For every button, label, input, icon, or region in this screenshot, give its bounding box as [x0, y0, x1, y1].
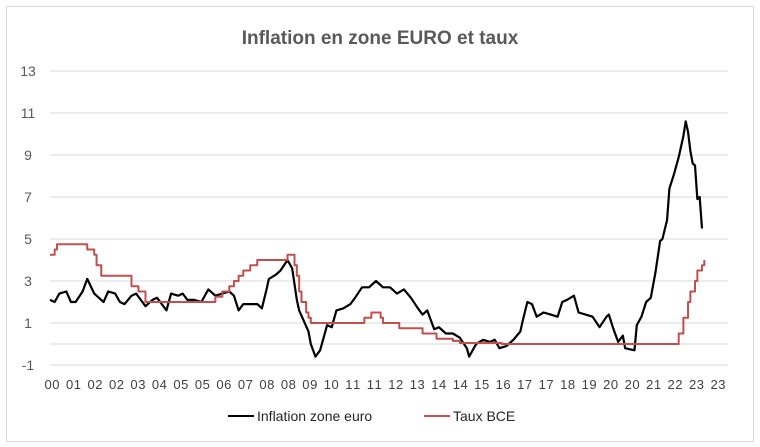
legend-label-inflation: Inflation zone euro [257, 408, 373, 424]
legend-swatch-taux [424, 415, 450, 417]
x-tick-label: 15 [474, 377, 489, 392]
x-tick-label: 12 [388, 377, 403, 392]
x-tick-label: 16 [496, 377, 511, 392]
x-tick-label: 20 [603, 377, 618, 392]
x-tick-label: 04 [152, 377, 167, 392]
x-tick-label: 11 [367, 377, 382, 392]
x-tick-label: 23 [689, 377, 704, 392]
x-tick-label: 01 [66, 377, 81, 392]
x-tick-label: 02 [109, 377, 124, 392]
legend-label-taux: Taux BCE [453, 408, 516, 424]
x-tick-label: 13 [410, 377, 425, 392]
y-tick-label: 13 [20, 63, 36, 79]
x-tick-label: 09 [302, 377, 317, 392]
y-tick-label: 11 [21, 105, 36, 121]
series-line-taux [50, 243, 706, 345]
x-tick-label: 19 [582, 377, 597, 392]
legend-item-taux: Taux BCE [424, 408, 515, 424]
x-tick-label: 08 [281, 377, 296, 392]
x-tick-label: 03 [130, 377, 145, 392]
y-tick-label: -1 [22, 357, 35, 373]
x-tick-label: 10 [324, 377, 339, 392]
x-tick-label: 22 [668, 377, 683, 392]
x-tick-label: 08 [259, 377, 274, 392]
x-tick-label: 14 [431, 377, 446, 392]
y-tick-label: 7 [24, 189, 32, 205]
x-tick-label: 02 [87, 377, 102, 392]
y-tick-label: 9 [24, 147, 32, 163]
x-tick-label: 06 [216, 377, 231, 392]
x-tick-label: 00 [45, 377, 60, 392]
chart-frame [6, 6, 754, 442]
legend-item-inflation: Inflation zone euro [228, 408, 372, 424]
x-tick-label: 20 [625, 377, 640, 392]
y-tick-label: 3 [24, 273, 32, 289]
y-tick-label: 1 [24, 315, 32, 331]
legend-swatch-inflation [228, 415, 254, 417]
x-tick-label: 17 [539, 377, 554, 392]
x-tick-label: 23 [711, 377, 726, 392]
x-tick-label: 07 [238, 377, 253, 392]
x-tick-label: 11 [345, 377, 360, 392]
x-tick-label: 05 [173, 377, 188, 392]
x-tick-label: 05 [195, 377, 210, 392]
y-tick-label: 5 [24, 231, 32, 247]
x-tick-label: 17 [517, 377, 532, 392]
x-tick-label: 21 [646, 377, 661, 392]
chart-title: Inflation en zone EURO et taux [241, 28, 519, 49]
x-tick-label: 18 [560, 377, 575, 392]
x-tick-label: 14 [453, 377, 468, 392]
